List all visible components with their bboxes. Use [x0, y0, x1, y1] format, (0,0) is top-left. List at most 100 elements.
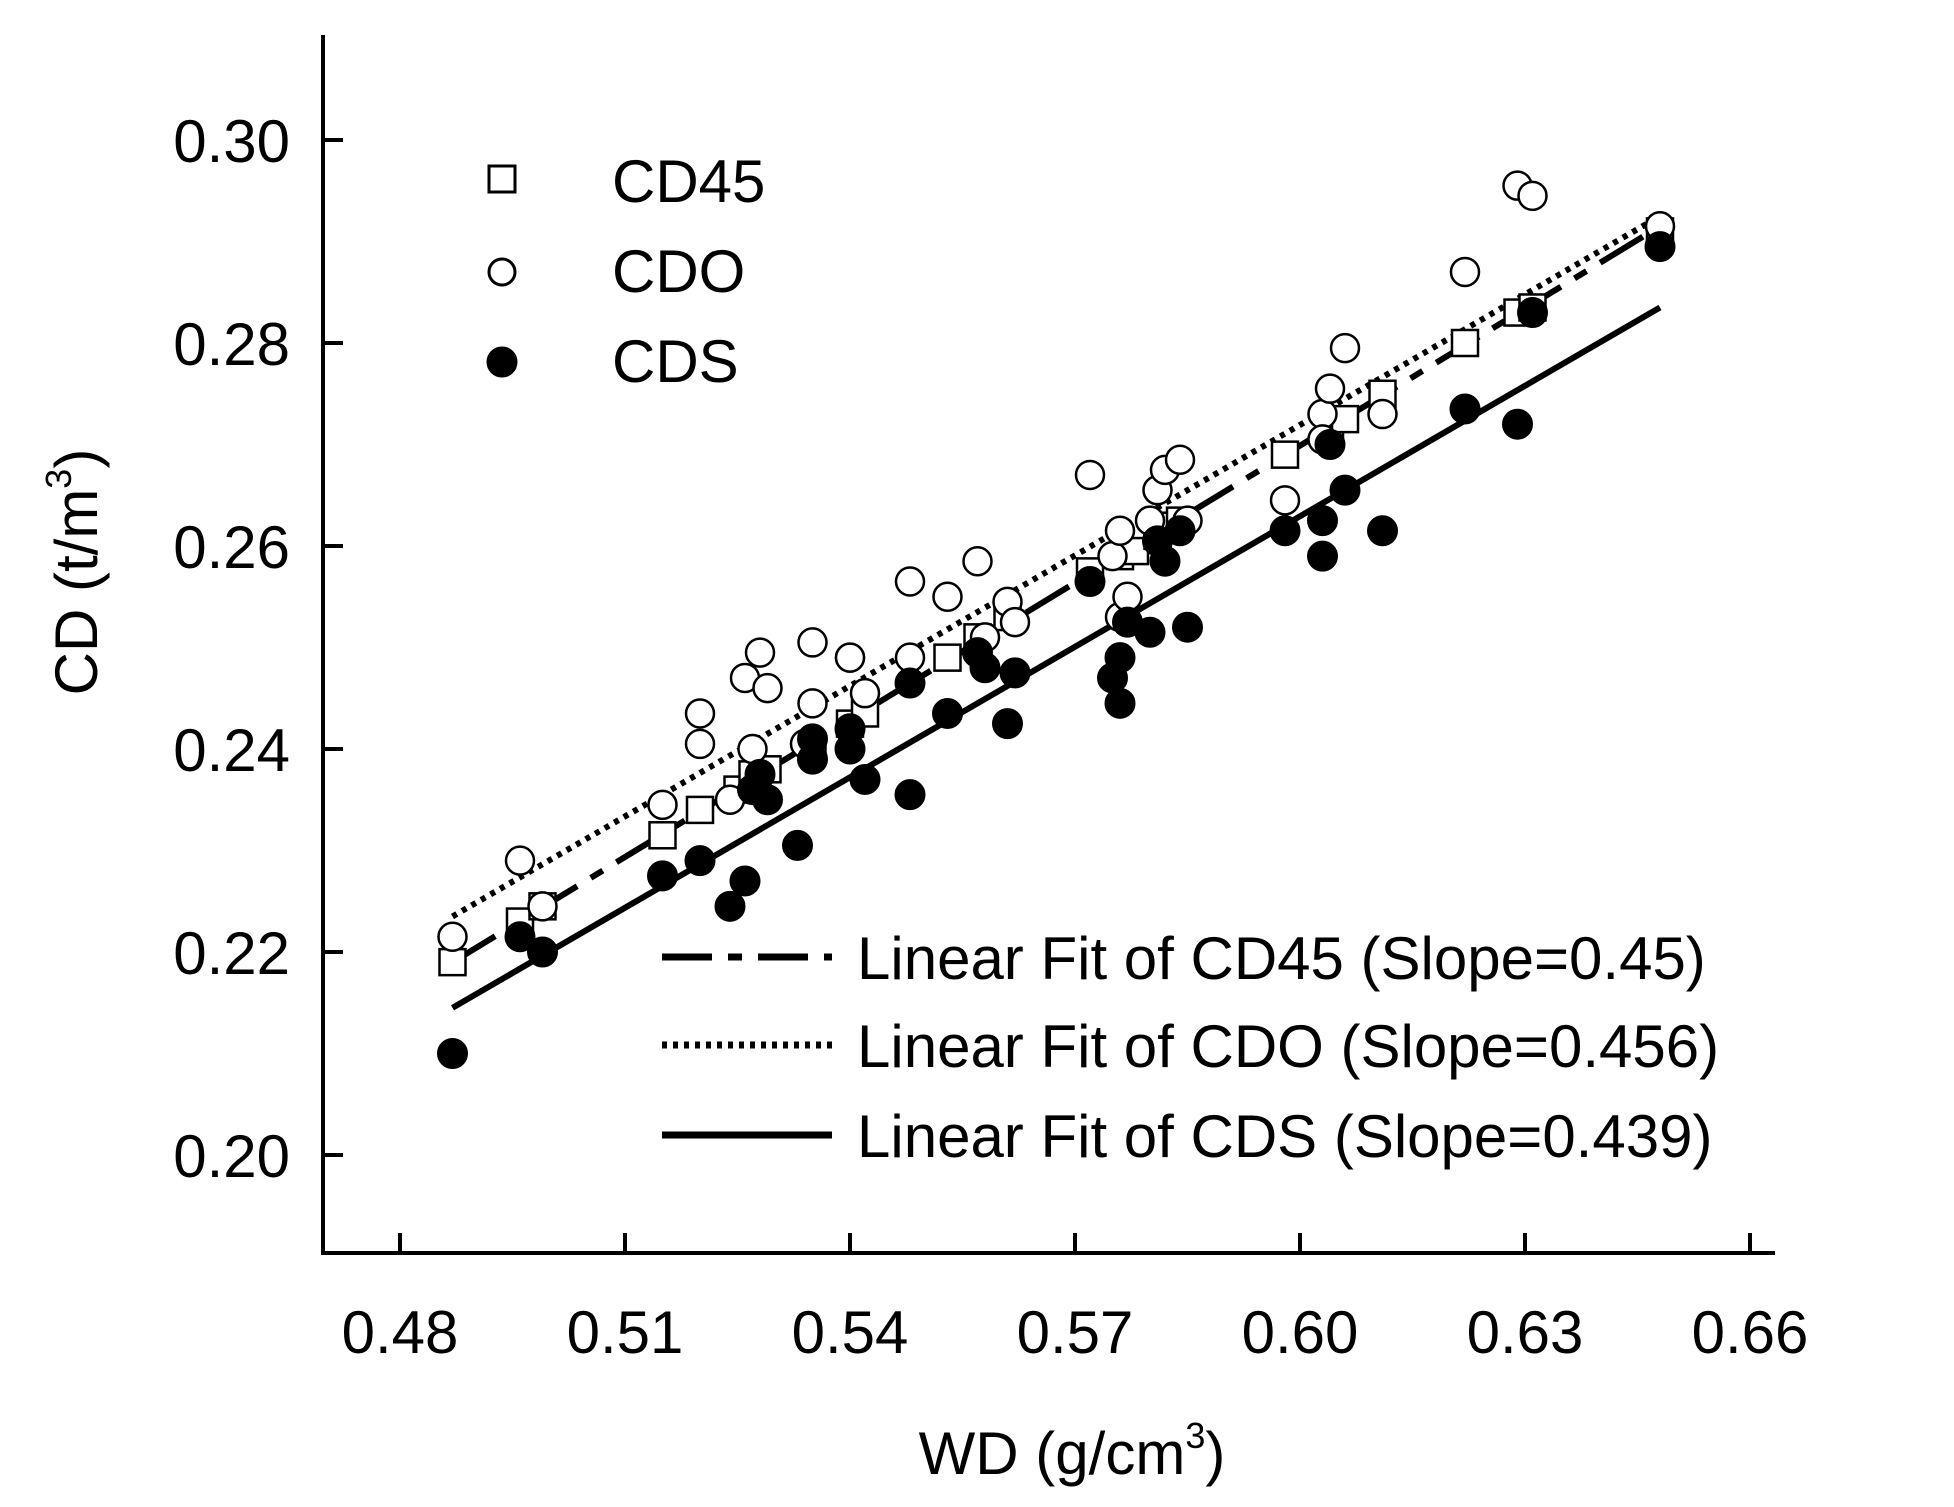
y-axis-title: CD (t/m3) [38, 449, 110, 696]
point-cds [1517, 297, 1548, 329]
point-cdo [849, 677, 881, 709]
point-cds [1307, 540, 1338, 572]
point-cdo [962, 545, 993, 577]
point-cdo [647, 789, 678, 821]
point-cds [684, 845, 716, 877]
point-cdo [1074, 459, 1106, 491]
point-cds [714, 890, 746, 922]
point-cds [437, 1038, 468, 1069]
x-tick-label: 0.63 [1467, 1299, 1584, 1366]
point-cds [797, 723, 828, 755]
point-cds [894, 667, 926, 699]
y-tick-label: 0.22 [173, 920, 290, 987]
axes [321, 35, 1775, 1255]
point-cds [1172, 611, 1203, 643]
series-cds [437, 231, 1676, 1069]
point-cds [1104, 687, 1136, 719]
point-cds [849, 763, 881, 795]
point-cdo [1104, 515, 1136, 547]
y-tick-label: 0.24 [173, 717, 290, 784]
fit-legend-label-cd45: Linear Fit of CD45 (Slope=0.45) [857, 925, 1706, 992]
point-cd45 [1450, 328, 1480, 358]
point-cd45 [648, 821, 677, 850]
point-cdo [797, 688, 828, 719]
point-cds [969, 652, 1001, 684]
legend-swatch-cdo [487, 257, 517, 287]
point-cdo [737, 733, 768, 765]
point-cds [1329, 474, 1361, 506]
point-cds [1367, 515, 1398, 547]
y-tick-label: 0.26 [173, 514, 290, 581]
point-cdo [1164, 444, 1196, 475]
fit-line-cdo [450, 213, 1662, 920]
point-cdo [999, 606, 1031, 638]
point-cds [504, 921, 536, 953]
point-cds [1269, 515, 1301, 547]
x-tick-label: 0.51 [567, 1299, 684, 1366]
fit-legend: Linear Fit of CD45 (Slope=0.45) Linear F… [662, 925, 1719, 1170]
legend-swatch-cd45 [487, 164, 517, 194]
point-cds [1314, 429, 1346, 460]
point-cds [1074, 566, 1106, 598]
point-cdo [1097, 540, 1128, 572]
x-tick-label: 0.57 [1017, 1299, 1134, 1366]
marker-legend: CD45 CDO CDS [486, 148, 765, 395]
point-cdo [797, 627, 828, 658]
point-cdo [834, 642, 866, 673]
point-cds [1104, 642, 1136, 674]
point-cdo [894, 566, 926, 597]
point-cdo [684, 698, 716, 729]
point-cds [647, 860, 678, 892]
fit-line-cds [450, 304, 1662, 1011]
legend-swatch-cds [486, 346, 518, 378]
point-cdo [1314, 373, 1346, 404]
point-cds [729, 865, 761, 897]
y-tick-label: 0.20 [173, 1123, 290, 1190]
point-cds [1149, 545, 1181, 577]
point-cds [1164, 515, 1196, 547]
point-cds [894, 779, 926, 811]
point-cd45 [438, 947, 467, 977]
point-cds [1307, 505, 1338, 537]
point-cds [752, 784, 783, 816]
point-cds [527, 936, 558, 968]
point-cdo [504, 845, 536, 876]
point-cds [834, 713, 866, 745]
point-cdo [1307, 398, 1338, 430]
x-tick-label: 0.66 [1692, 1299, 1809, 1366]
point-cdo [1269, 485, 1301, 516]
point-cdo [1112, 581, 1143, 612]
x-tick-label: 0.48 [342, 1299, 459, 1366]
point-cdo [527, 891, 558, 922]
point-cds [932, 697, 963, 729]
point-cds [992, 708, 1023, 740]
point-cds [1134, 616, 1166, 648]
point-cds [1449, 393, 1481, 425]
point-cds [999, 657, 1031, 689]
point-cds [1644, 231, 1676, 263]
point-cdo [1449, 256, 1481, 288]
x-axis-title: WD (g/cm3) [919, 1415, 1226, 1487]
point-cd45 [1270, 440, 1300, 469]
point-cds [782, 829, 813, 861]
markers [437, 170, 1676, 1069]
x-tick-label: 0.54 [792, 1299, 909, 1366]
point-cdo [437, 921, 468, 953]
point-cdo [744, 637, 776, 668]
point-cdo [932, 581, 963, 612]
point-cdo [1517, 180, 1548, 212]
point-cdo [752, 672, 783, 704]
x-tick-label: 0.60 [1242, 1299, 1359, 1366]
legend-label-cd45: CD45 [612, 148, 765, 215]
y-tick-label: 0.30 [173, 108, 290, 175]
y-tick-label: 0.28 [173, 311, 290, 378]
point-cdo [684, 728, 716, 760]
point-cd45 [685, 795, 715, 825]
point-cdo [1367, 398, 1398, 430]
legend-label-cdo: CDO [612, 238, 745, 305]
point-cd45 [933, 643, 962, 672]
ticks: 0.48 0.51 0.54 0.57 0.60 0.63 0.66 0.20 0.22 0.24… [173, 108, 1808, 1366]
point-cdo [894, 642, 926, 673]
legend-label-cds: CDS [612, 328, 739, 395]
